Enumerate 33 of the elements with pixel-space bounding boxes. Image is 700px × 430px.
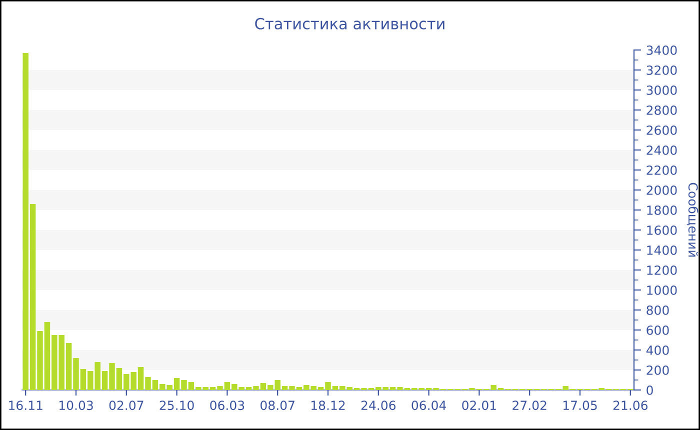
x-tick-label: 06.04 — [412, 400, 446, 410]
y-tick-label: 600 — [646, 325, 669, 335]
y-tick-label: 1600 — [647, 225, 677, 235]
x-tick-label: 16.11 — [9, 400, 42, 410]
y-tick-label: 2200 — [646, 165, 677, 175]
x-tick-label: 08.07 — [260, 400, 294, 410]
y-tick-label: 2800 — [646, 105, 677, 115]
y-tick-label: 0 — [646, 385, 653, 395]
y-tick-label: 3200 — [646, 65, 677, 75]
x-tick-label: 27.02 — [512, 400, 546, 410]
y-tick-label: 2600 — [646, 125, 677, 135]
y-tick-label: 800 — [646, 305, 669, 315]
x-tick-label: 24.06 — [361, 400, 396, 410]
x-tick-label: 02.01 — [462, 400, 496, 410]
x-tick-label: 10.03 — [59, 400, 93, 410]
y-tick-label: 1000 — [647, 285, 677, 295]
x-tick-label: 18.12 — [311, 400, 345, 410]
x-tick-label: 21.06 — [613, 400, 648, 410]
y-tick-label: 3400 — [646, 45, 677, 55]
y-tick-label: 2400 — [646, 145, 677, 155]
y-tick-label: 1800 — [647, 205, 677, 215]
x-tick-label: 25.10 — [160, 400, 194, 410]
x-tick-label: 17.05 — [563, 400, 597, 410]
y-tick-label: 200 — [646, 365, 669, 375]
y-tick-label: 1200 — [647, 265, 677, 275]
x-tick-label: 06.03 — [210, 400, 244, 410]
chart-title: Статистика активности — [255, 18, 444, 30]
y-tick-label: 3000 — [646, 85, 677, 95]
y-tick-label: 400 — [646, 345, 669, 355]
y-tick-label: 2000 — [646, 185, 677, 195]
x-tick-label: 02.07 — [109, 400, 144, 410]
y-axis-title: Сообщений — [686, 182, 698, 257]
y-tick-label: 1400 — [647, 245, 677, 255]
